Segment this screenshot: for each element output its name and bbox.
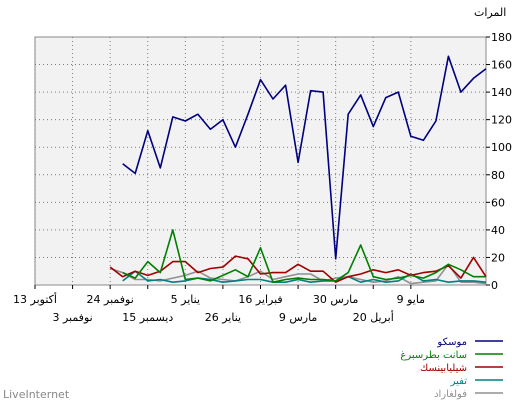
y-tick-label: 160	[491, 59, 512, 72]
series-line	[109, 255, 487, 284]
x-tick-label: 30 مارس	[313, 293, 359, 306]
series-line	[122, 229, 486, 284]
x-tick-label: 9 مايو	[397, 293, 426, 306]
legend-label: موسكو	[436, 337, 467, 348]
x-tick-label: 9 مارس	[279, 311, 318, 324]
legend-label: سانت بطرسبرغ	[400, 350, 467, 361]
series-line	[122, 270, 487, 284]
y-tick-label: 80	[491, 169, 505, 182]
legend-label: فولغاراد	[434, 389, 467, 400]
x-tick-label: 20 أبريل	[353, 310, 394, 324]
x-tick-label: 3 نوفمبر	[52, 311, 92, 324]
x-tick-label: 24 نوفمبر	[87, 293, 134, 306]
series-line	[109, 263, 487, 285]
x-axis: 13 أكتوبر 3 نوفمبر 24 نوفمبر 15 ديسمبر 5 ينا…	[13, 285, 425, 324]
y-axis-title: المرات	[474, 6, 506, 19]
footer-brand: LiveInternet	[3, 388, 70, 401]
series-line	[122, 55, 487, 260]
y-tick-label: 0	[491, 279, 498, 292]
x-tick-label: 15 ديسمبر	[122, 311, 173, 324]
y-axis: 0 20 40 60 80 100 120 140 160 180	[486, 31, 512, 292]
y-tick-label: 60	[491, 196, 505, 209]
y-tick-label: 100	[491, 141, 512, 154]
series-lines	[109, 55, 487, 285]
y-tick-label: 20	[491, 251, 505, 264]
x-tick-label: 26 يناير	[205, 311, 241, 324]
legend: موسكو سانت بطرسبرغ شيليابينسك تفير فولغاراد	[400, 337, 503, 400]
legend-label: تفير	[450, 376, 468, 387]
y-tick-label: 120	[491, 114, 512, 127]
legend-label: شيليابينسك	[420, 363, 467, 374]
y-tick-label: 140	[491, 86, 512, 99]
x-tick-label: 5 يناير	[171, 293, 200, 306]
y-tick-label: 180	[491, 31, 512, 44]
y-tick-label: 40	[491, 224, 505, 237]
x-tick-label: 16 فبراير	[238, 293, 282, 306]
x-tick-label: 13 أكتوبر	[13, 292, 57, 306]
